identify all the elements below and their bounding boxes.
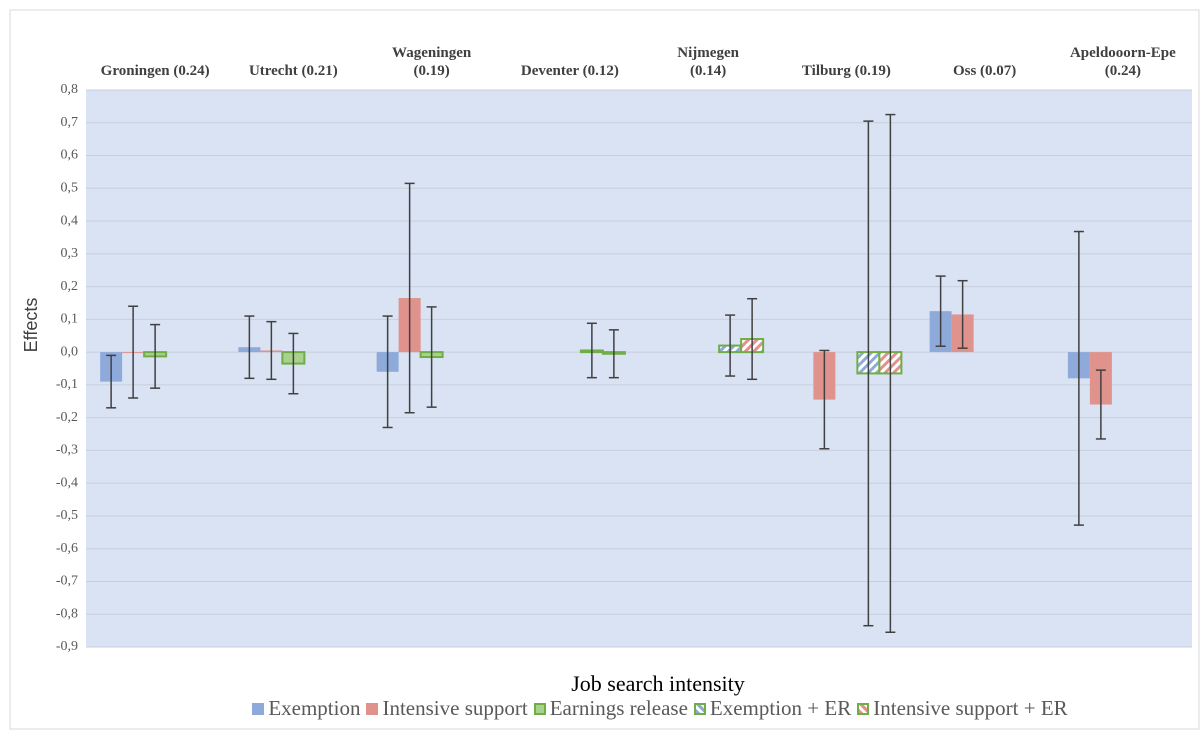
y-tick-label: 0,2 — [61, 279, 79, 294]
legend-item: Intensive support — [366, 696, 528, 721]
legend: Exemption Intensive support Earnings relea… — [0, 696, 1200, 721]
y-tick-label: 0,3 — [61, 246, 79, 261]
error-bar — [863, 120, 874, 627]
error-bar — [957, 279, 968, 349]
legend-label: Intensive support — [382, 696, 528, 720]
y-tick-label: -0,8 — [56, 606, 78, 621]
y-tick-label: 0,1 — [61, 312, 79, 327]
category-label: Nijmegen (0.14) — [677, 45, 739, 79]
y-tick-label: -0,5 — [56, 508, 78, 523]
legend-label: Exemption + ER — [709, 696, 852, 720]
legend-label: Exemption — [268, 696, 361, 720]
y-tick-label: -0,4 — [56, 475, 78, 490]
error-bar — [288, 332, 299, 395]
y-tick-label: 0,7 — [61, 115, 79, 130]
category-label: Deventer (0.12) — [520, 63, 619, 79]
y-tick-label: -0,2 — [56, 410, 78, 425]
error-bar — [1095, 369, 1106, 440]
y-tick-label: -0,9 — [56, 639, 78, 654]
error-bar — [747, 297, 758, 381]
y-tick-label: -0,3 — [56, 443, 78, 458]
legend-item: Intensive support + ER — [857, 696, 1068, 721]
plot-area — [86, 90, 1192, 647]
y-tick-label: 0,5 — [61, 181, 79, 196]
error-bar — [128, 305, 139, 399]
error-bar — [819, 349, 830, 450]
category-label: Groningen (0.24) — [100, 63, 210, 79]
error-bar — [586, 322, 597, 379]
x-axis-title: Job search intensity — [571, 671, 745, 696]
error-bar — [725, 314, 736, 377]
error-bar — [885, 113, 896, 634]
y-tick-label: -0,1 — [56, 377, 78, 392]
y-tick-label: -0,7 — [56, 574, 78, 589]
y-tick-label: 0,4 — [61, 213, 79, 228]
category-label: Utrecht (0.21) — [248, 63, 338, 79]
error-bar — [244, 315, 255, 380]
error-bar — [426, 306, 437, 408]
y-tick-label: 0,8 — [61, 82, 79, 97]
category-label: Apeldooorn-Epe (0.24) — [1069, 45, 1176, 79]
y-tick-label: 0,6 — [61, 148, 79, 163]
legend-swatch — [857, 703, 870, 715]
y-tick-label: -0,6 — [56, 541, 78, 556]
legend-swatch — [693, 703, 706, 715]
error-bar — [935, 275, 946, 347]
legend-item: Exemption + ER — [693, 696, 852, 721]
legend-item: Exemption — [252, 696, 360, 721]
error-bar — [608, 329, 619, 379]
y-tick-label: 0,0 — [61, 344, 79, 359]
legend-swatch — [533, 703, 546, 715]
legend-swatch — [252, 703, 265, 715]
y-axis-title: Effects — [21, 298, 41, 353]
chart-border — [9, 9, 1200, 730]
category-label: Wageningen (0.19) — [392, 45, 472, 79]
legend-swatch — [366, 703, 379, 715]
error-bar — [404, 182, 415, 414]
category-label: Oss (0.07) — [952, 63, 1017, 79]
error-bar — [150, 323, 161, 389]
error-bar — [382, 315, 393, 429]
error-bar — [266, 320, 277, 381]
legend-label: Earnings release — [549, 696, 688, 720]
legend-item: Earnings release — [533, 696, 688, 721]
legend-label: Intensive support + ER — [873, 696, 1068, 720]
error-bar — [106, 354, 117, 409]
error-bar — [1073, 230, 1084, 526]
category-label: Tilburg (0.19) — [801, 63, 891, 79]
